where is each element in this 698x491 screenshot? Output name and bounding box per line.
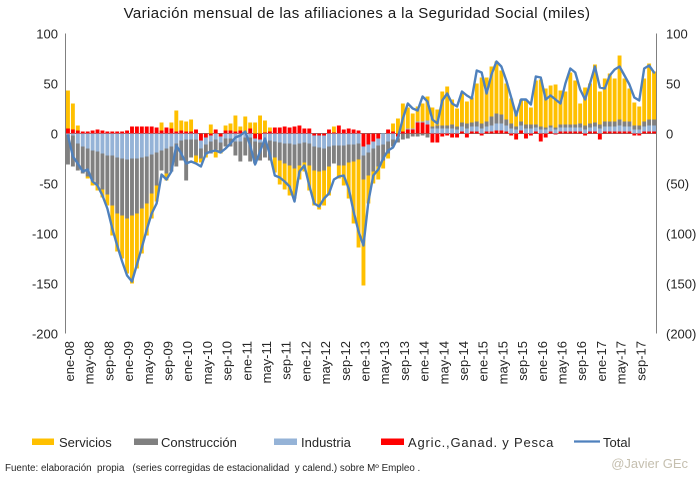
svg-text:ene-15: ene-15 [476, 341, 491, 381]
svg-text:ene-09: ene-09 [121, 341, 136, 381]
svg-text:sep-14: sep-14 [456, 341, 471, 381]
svg-text:-100: -100 [32, 226, 58, 241]
svg-text:-200: -200 [32, 326, 58, 341]
svg-text:sep-13: sep-13 [397, 341, 412, 381]
svg-text:0: 0 [666, 126, 673, 141]
svg-text:(200): (200) [666, 326, 696, 341]
svg-text:Industria: Industria [301, 435, 352, 450]
svg-text:ene-13: ene-13 [357, 341, 372, 381]
svg-text:may-10: may-10 [200, 341, 215, 384]
svg-text:sep-15: sep-15 [515, 341, 530, 381]
svg-text:ene-10: ene-10 [180, 341, 195, 381]
svg-text:may-09: may-09 [141, 341, 156, 384]
svg-text:may-16: may-16 [554, 341, 569, 384]
svg-text:Total: Total [603, 435, 631, 450]
svg-text:100: 100 [36, 26, 58, 41]
svg-text:50: 50 [666, 76, 680, 91]
svg-text:ene-08: ene-08 [62, 341, 77, 381]
svg-text:@Javier GEc: @Javier GEc [611, 456, 688, 471]
svg-text:may-12: may-12 [318, 341, 333, 384]
svg-text:ene-17: ene-17 [594, 341, 609, 381]
svg-text:(50): (50) [666, 176, 689, 191]
svg-text:may-11: may-11 [259, 341, 274, 383]
svg-text:sep-16: sep-16 [574, 341, 589, 381]
svg-text:Servicios: Servicios [59, 435, 112, 450]
svg-text:100: 100 [666, 26, 688, 41]
svg-text:Variación mensual de las afili: Variación mensual de las afiliaciones a … [124, 5, 591, 22]
svg-text:may-15: may-15 [495, 341, 510, 384]
svg-text:(150): (150) [666, 276, 696, 291]
svg-text:Agric.,Ganad. y Pesca: Agric.,Ganad. y Pesca [408, 435, 554, 450]
svg-text:may-17: may-17 [614, 341, 629, 384]
svg-text:Fuente: elaboración propia: Fuente: elaboración propia (series corre… [5, 463, 420, 474]
svg-text:ene-16: ene-16 [535, 341, 550, 381]
svg-text:may-13: may-13 [377, 341, 392, 384]
svg-text:sep-17: sep-17 [633, 341, 648, 381]
svg-text:sep-11: sep-11 [279, 341, 294, 380]
svg-text:(100): (100) [666, 226, 696, 241]
svg-text:may-14: may-14 [436, 341, 451, 384]
svg-text:ene-11: ene-11 [239, 341, 254, 381]
svg-text:sep-12: sep-12 [338, 341, 353, 381]
svg-text:-150: -150 [32, 276, 58, 291]
svg-text:0: 0 [51, 126, 58, 141]
svg-text:sep-10: sep-10 [220, 341, 235, 381]
svg-text:ene-14: ene-14 [417, 341, 432, 381]
svg-text:Construcción: Construcción [161, 435, 237, 450]
svg-text:sep-09: sep-09 [160, 341, 175, 381]
svg-text:sep-08: sep-08 [101, 341, 116, 381]
svg-text:50: 50 [44, 76, 58, 91]
svg-text:may-08: may-08 [82, 341, 97, 384]
svg-text:-50: -50 [39, 176, 58, 191]
svg-text:ene-12: ene-12 [298, 341, 313, 381]
